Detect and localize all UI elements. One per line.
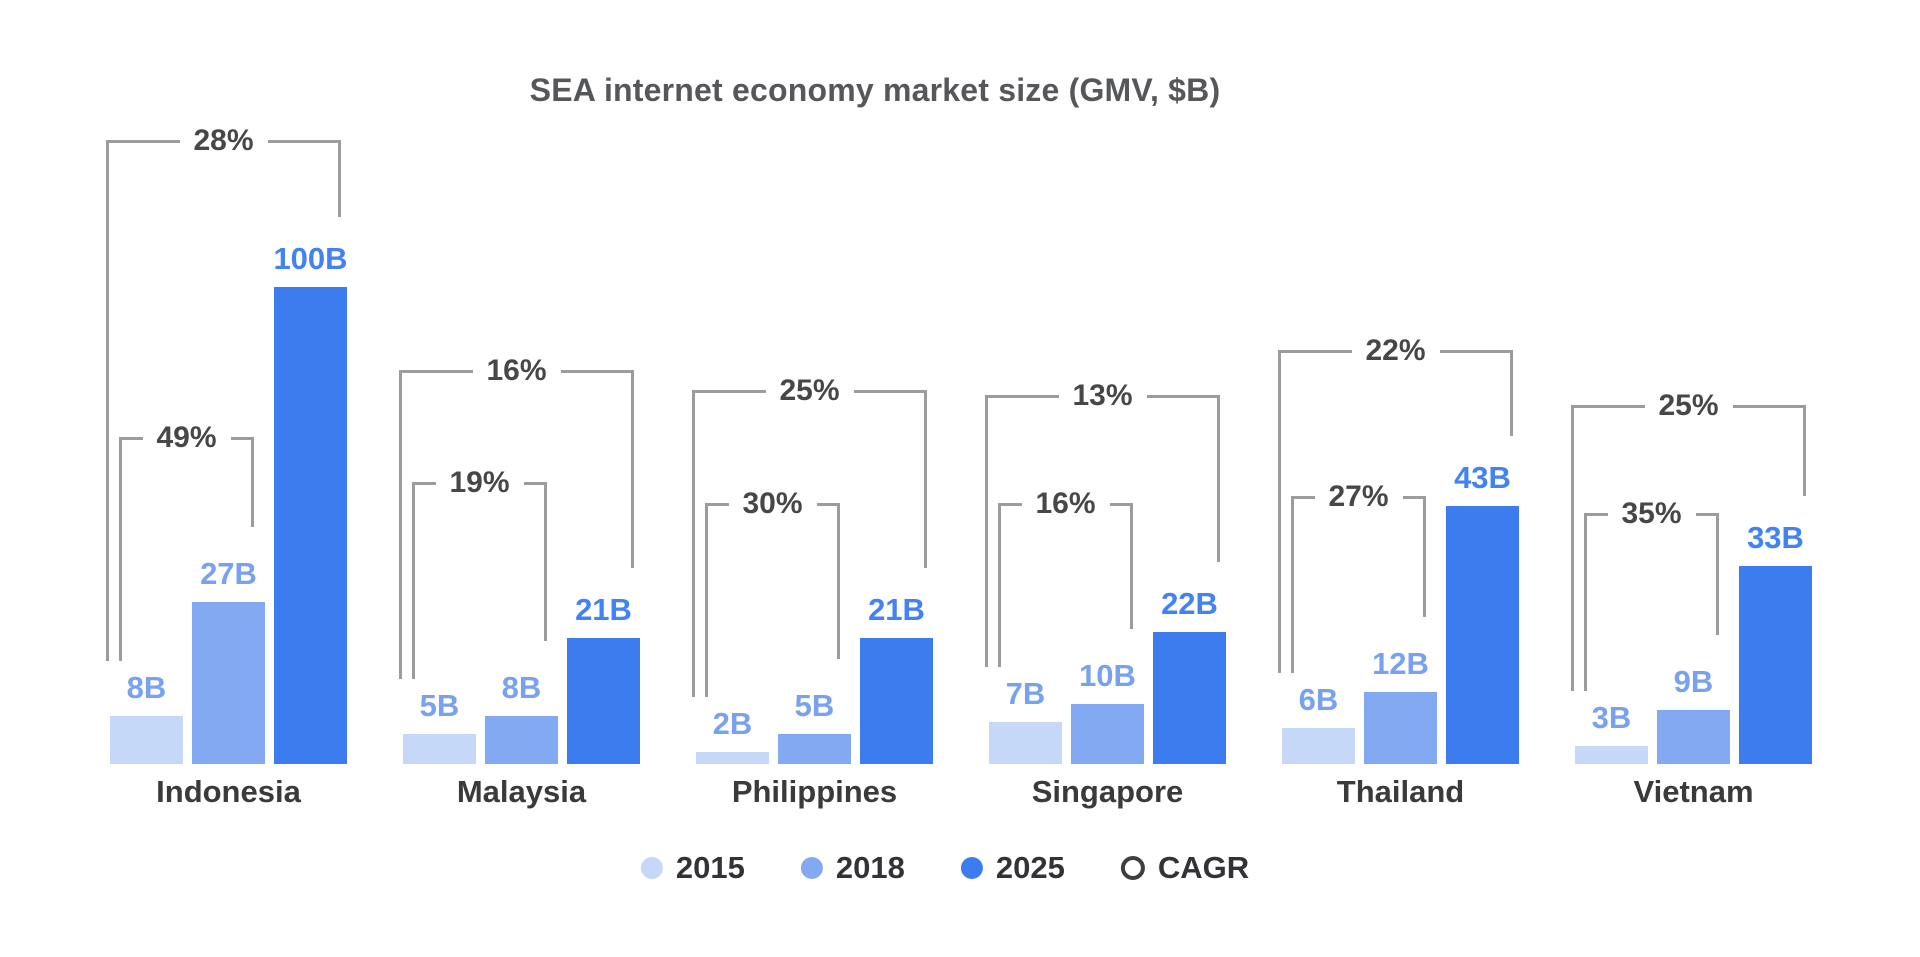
legend-ring-cagr-icon <box>1120 856 1145 880</box>
bar-value-label-2018-malaysia: 8B <box>501 670 542 705</box>
legend-item-2025: 2025 <box>960 850 1065 886</box>
cagr-bracket-line <box>1130 503 1133 629</box>
cagr-label-2015-2025-indonesia: 28% <box>179 124 268 158</box>
cagr-bracket-line <box>1291 496 1294 673</box>
bar-value-label-2025-indonesia: 100B <box>273 241 348 276</box>
cagr-label-2015-2018-singapore: 16% <box>1021 487 1110 521</box>
cagr-label-2015-2025-philippines: 25% <box>765 374 854 408</box>
legend-dot-2015-icon <box>640 857 663 879</box>
cagr-label-2015-2025-singapore: 13% <box>1058 379 1147 413</box>
chart-title: SEA internet economy market size (GMV, $… <box>529 72 1221 108</box>
cagr-bracket-line <box>1278 350 1281 673</box>
cagr-bracket-line <box>251 437 254 527</box>
legend-item-2018: 2018 <box>800 850 905 886</box>
bar-2015-vietnam <box>1575 746 1648 764</box>
cagr-label-2015-2018-malaysia: 19% <box>435 466 524 500</box>
bar-2015-thailand <box>1282 728 1355 764</box>
bar-2018-malaysia <box>485 716 558 764</box>
bar-2018-philippines <box>778 734 851 764</box>
bar-value-label-2018-singapore: 10B <box>1079 658 1136 693</box>
cagr-bracket-line <box>1423 496 1426 617</box>
legend-item-cagr: CAGR <box>1120 850 1250 886</box>
cagr-bracket-line <box>705 503 708 697</box>
bar-value-label-2018-thailand: 12B <box>1372 646 1429 681</box>
cagr-bracket-line <box>631 370 634 568</box>
legend-label-2015: 2015 <box>675 850 745 885</box>
cagr-bracket-line <box>412 482 415 679</box>
bar-value-label-2015-malaysia: 5B <box>419 688 460 723</box>
bar-value-label-2018-indonesia: 27B <box>200 556 257 591</box>
cagr-label-2015-2018-philippines: 30% <box>728 487 817 521</box>
bar-value-label-2025-philippines: 21B <box>868 592 925 627</box>
cagr-bracket-line <box>1584 513 1587 691</box>
cagr-bracket-line <box>1716 513 1719 635</box>
legend-dot-2018-icon <box>800 857 823 879</box>
bar-value-label-2015-vietnam: 3B <box>1591 700 1632 735</box>
bar-value-label-2015-philippines: 2B <box>712 706 753 741</box>
bar-2025-vietnam <box>1739 566 1812 764</box>
bar-2025-indonesia <box>274 287 347 764</box>
cagr-bracket-line <box>338 140 341 217</box>
cagr-bracket-line <box>985 395 988 667</box>
legend-label-2025: 2025 <box>995 850 1065 885</box>
bar-2025-philippines <box>860 638 933 764</box>
bar-2018-vietnam <box>1657 710 1730 764</box>
cagr-bracket-line <box>106 140 109 661</box>
bar-value-label-2015-thailand: 6B <box>1298 682 1339 717</box>
cagr-bracket-line <box>1510 350 1513 436</box>
cagr-label-2015-2025-vietnam: 25% <box>1644 389 1733 423</box>
cagr-bracket-line <box>924 390 927 568</box>
cagr-label-2015-2025-thailand: 22% <box>1351 334 1440 368</box>
bar-2025-malaysia <box>567 638 640 764</box>
country-label-indonesia: Indonesia <box>156 774 301 809</box>
cagr-label-2015-2025-malaysia: 16% <box>472 354 561 388</box>
cagr-bracket-line <box>544 482 547 641</box>
cagr-bracket-line <box>1217 395 1220 562</box>
bar-value-label-2018-philippines: 5B <box>794 688 835 723</box>
bar-2025-thailand <box>1446 506 1519 764</box>
bar-value-label-2025-malaysia: 21B <box>575 592 632 627</box>
legend-item-2015: 2015 <box>640 850 745 886</box>
bar-2025-singapore <box>1153 632 1226 764</box>
bar-2018-indonesia <box>192 602 265 764</box>
cagr-bracket-line <box>119 437 122 661</box>
legend-label-2018: 2018 <box>835 850 905 885</box>
cagr-bracket-line <box>998 503 1001 667</box>
cagr-bracket-line <box>399 370 402 679</box>
bar-2015-philippines <box>696 752 769 764</box>
country-label-malaysia: Malaysia <box>456 774 587 809</box>
bar-value-label-2025-vietnam: 33B <box>1747 520 1804 555</box>
cagr-bracket-line <box>837 503 840 659</box>
cagr-label-2015-2018-thailand: 27% <box>1314 480 1403 514</box>
bar-value-label-2015-indonesia: 8B <box>126 670 167 705</box>
legend-label-cagr: CAGR <box>1157 850 1250 885</box>
cagr-bracket-line <box>1803 405 1806 496</box>
country-label-philippines: Philippines <box>731 774 898 809</box>
cagr-bracket-line <box>1571 405 1574 691</box>
country-label-singapore: Singapore <box>1031 774 1184 809</box>
bar-value-label-2018-vietnam: 9B <box>1673 664 1714 699</box>
bar-2015-malaysia <box>403 734 476 764</box>
legend-dot-2025-icon <box>960 857 983 879</box>
bar-value-label-2025-thailand: 43B <box>1454 460 1511 495</box>
legend: 2015 2018 2025 CAGR <box>640 846 1250 890</box>
bar-2015-indonesia <box>110 716 183 764</box>
bar-2015-singapore <box>989 722 1062 764</box>
cagr-label-2015-2018-vietnam: 35% <box>1607 497 1696 531</box>
bar-value-label-2025-singapore: 22B <box>1161 586 1218 621</box>
cagr-bracket-line <box>692 390 695 697</box>
country-label-vietnam: Vietnam <box>1633 774 1754 809</box>
cagr-label-2015-2018-indonesia: 49% <box>142 421 231 455</box>
bar-2018-singapore <box>1071 704 1144 764</box>
bar-2018-thailand <box>1364 692 1437 764</box>
bar-value-label-2015-singapore: 7B <box>1005 676 1046 711</box>
country-label-thailand: Thailand <box>1336 774 1465 809</box>
